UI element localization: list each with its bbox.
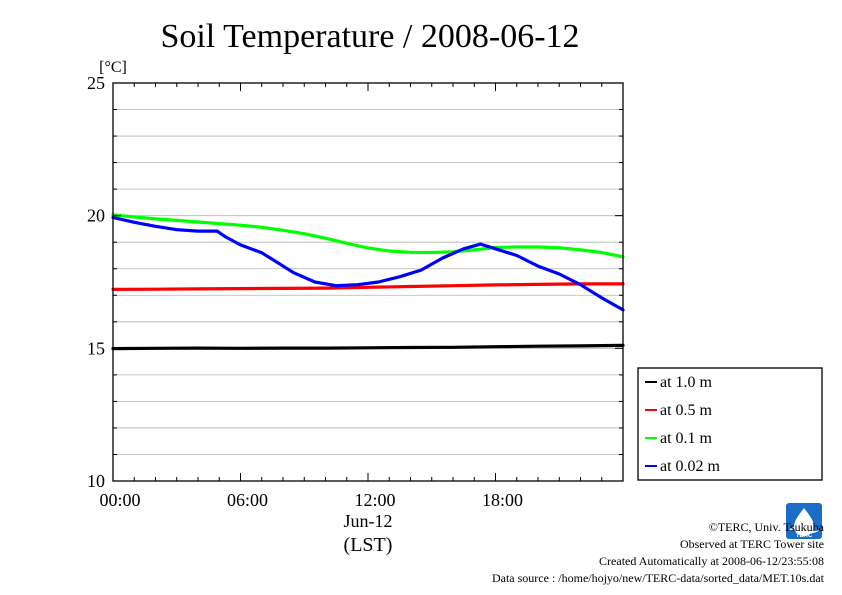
series-line-3: [111, 213, 625, 259]
y-tick-label: 25: [87, 73, 105, 93]
x-tick-label: 18:00: [482, 490, 523, 510]
legend: at 1.0 m at 0.5 m at 0.1 m at 0.02 m: [637, 367, 823, 481]
y-tick-label: 10: [87, 471, 105, 491]
created-text: Created Automatically at 2008-06-12/23:5…: [599, 554, 824, 568]
series-lines: [111, 213, 625, 351]
x-tick-label: 00:00: [99, 490, 140, 510]
y-axis: 10 15 20 25: [87, 73, 623, 491]
x-axis-date-label: Jun-12: [344, 511, 393, 531]
x-axis: 00:00 06:00 12:00 18:00: [99, 83, 624, 510]
copyright-text: ©TERC, Univ. Tsukuba: [708, 520, 824, 534]
legend-box: [637, 367, 823, 481]
chart-title: Soil Temperature / 2008-06-12: [160, 18, 579, 55]
legend-entry: at 0.5 m: [660, 402, 713, 419]
legend-entry: at 0.1 m: [660, 430, 713, 447]
x-tick-label: 06:00: [227, 490, 268, 510]
series-line-1: [111, 343, 625, 351]
y-tick-label: 20: [87, 206, 105, 226]
site-text: Observed at TERC Tower site: [679, 537, 824, 551]
series-line-4: [111, 215, 625, 312]
legend-entry: at 0.02 m: [660, 458, 721, 475]
legend-entry: at 1.0 m: [660, 374, 713, 391]
terc-logo: TERC: [786, 503, 822, 539]
terc-logo-text: TERC: [796, 533, 813, 539]
data-source-text: Data source : /home/hojyo/new/TERC-data/…: [491, 571, 824, 585]
gridlines: [113, 109, 623, 455]
y-tick-label: 15: [87, 338, 105, 358]
series-line-2: [111, 282, 625, 291]
x-tick-label: 12:00: [354, 490, 395, 510]
x-axis-timezone-label: (LST): [344, 534, 393, 556]
y-axis-unit-label: [°C]: [99, 59, 127, 76]
